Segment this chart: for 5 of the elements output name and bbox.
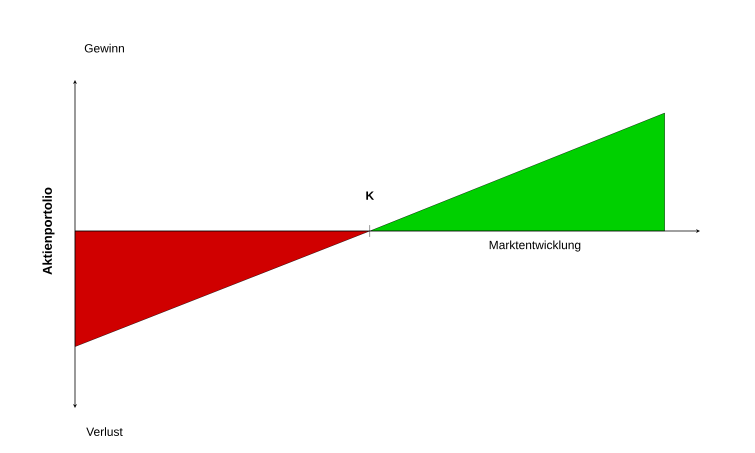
annotation: K (366, 192, 374, 200)
y-axis-title: Aktienportolio (42, 188, 55, 275)
text: Verlust (86, 427, 123, 436)
text: Gewinn (84, 44, 124, 53)
x-axis-title: Marktentwicklung (490, 240, 580, 252)
